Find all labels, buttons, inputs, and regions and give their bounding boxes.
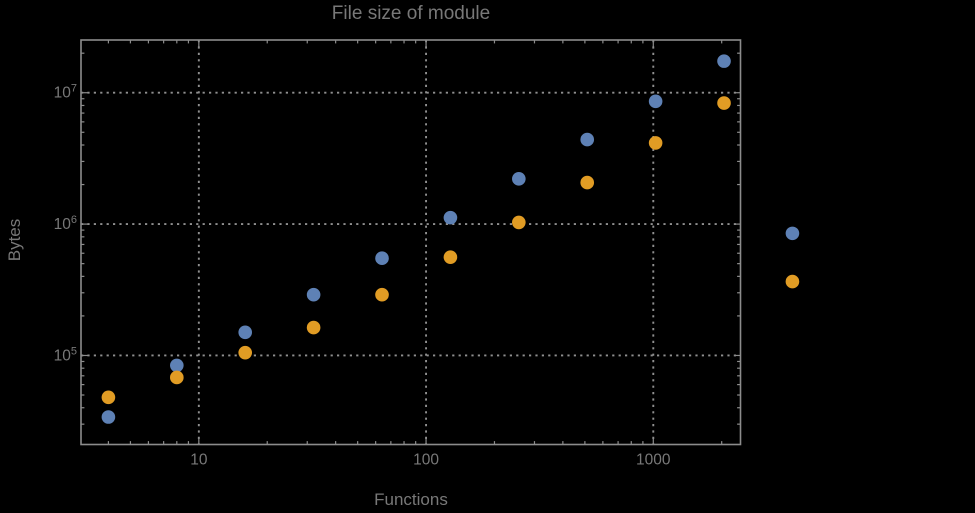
data-point-series-2-orange: [717, 96, 731, 110]
data-point-series-2-orange: [306, 320, 321, 335]
data-point-series-1-blue: [648, 94, 663, 109]
data-point-series-1-blue: [170, 358, 184, 373]
x-tick-label: 100: [413, 452, 439, 469]
x-tick-label: 1000: [636, 452, 671, 469]
data-point-series-2-orange: [375, 287, 389, 302]
y-tick-label: 107: [54, 83, 77, 102]
chart-title: File size of module: [331, 3, 491, 24]
data-point-series-2-orange: [443, 250, 458, 264]
data-point-series-2-orange: [170, 370, 184, 385]
data-point-series-1-blue: [375, 251, 389, 266]
data-point-series-2-orange: [101, 390, 116, 405]
data-point-series-1-blue: [443, 210, 458, 225]
y-tick-label: 105: [54, 345, 77, 364]
x-axis-title: Functions: [374, 490, 448, 509]
data-point-series-1-blue: [101, 410, 116, 424]
data-point-series-1-blue: [580, 132, 595, 147]
data-point-series-2-orange: [648, 136, 663, 150]
data-point-series-1-blue: [512, 172, 526, 186]
plot-frame: [80, 39, 742, 446]
data-point-series-2-orange: [512, 215, 526, 230]
data-point-series-1-blue: [306, 287, 321, 302]
data-point-series-2-orange: [238, 345, 253, 360]
data-point-series-2-orange: [580, 175, 595, 190]
y-tick-label: 106: [54, 214, 77, 233]
data-point-series-1-blue: [785, 226, 800, 241]
data-point-series-2-orange: [785, 274, 800, 289]
x-tick-label: 10: [190, 452, 208, 469]
data-point-series-1-blue: [238, 325, 253, 340]
y-axis-title: Bytes: [5, 218, 24, 262]
data-point-series-1-blue: [717, 54, 731, 68]
